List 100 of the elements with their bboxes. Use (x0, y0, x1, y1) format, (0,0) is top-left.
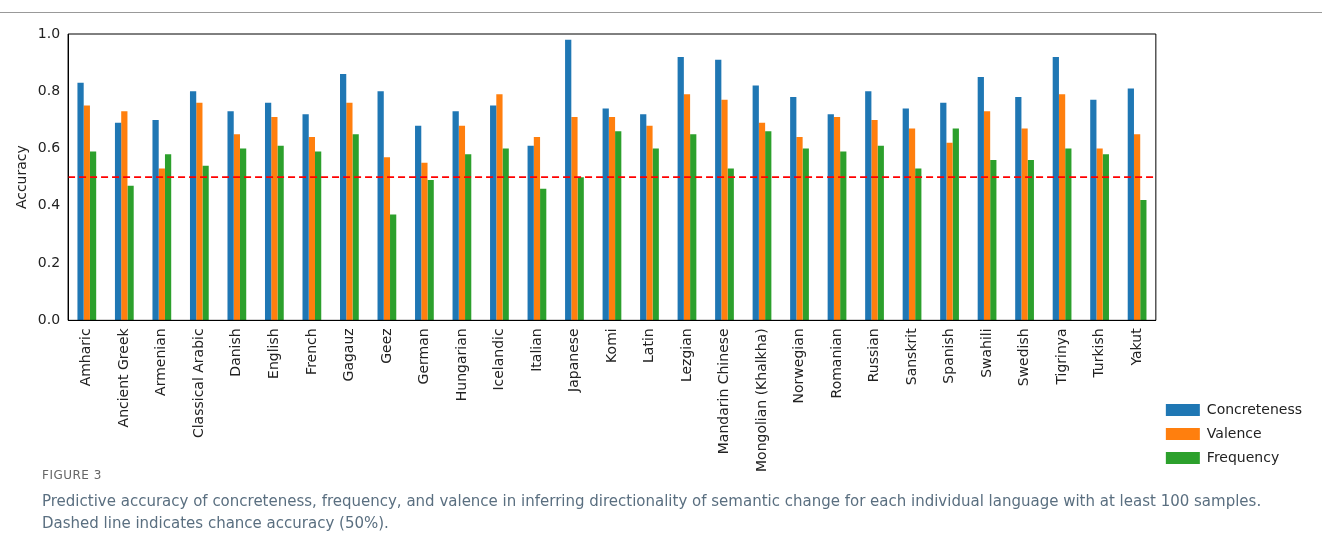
bar (83, 105, 90, 321)
x-tick-label: Amharic (77, 328, 94, 387)
bar (340, 74, 347, 321)
bar (902, 108, 909, 321)
bar (827, 114, 834, 321)
bar (121, 111, 128, 321)
bar (152, 119, 159, 321)
bar (127, 185, 134, 321)
bar (565, 39, 572, 321)
bar (983, 111, 991, 321)
bar (908, 128, 916, 321)
bar (202, 165, 209, 321)
bar (683, 94, 691, 321)
x-tick-label: Turkish (1090, 328, 1107, 379)
x-tick-label: Tigrinya (1052, 328, 1069, 386)
x-tick-label: German (415, 328, 432, 385)
bar (1015, 97, 1022, 321)
bar (796, 137, 803, 321)
bar (646, 125, 653, 321)
x-tick-label: Danish (227, 328, 244, 377)
bar (721, 99, 728, 321)
bar (940, 102, 947, 321)
bar (977, 76, 984, 321)
bar (421, 162, 428, 321)
y-axis-title: Accuracy (13, 145, 30, 210)
x-tick-label: Geez (377, 328, 394, 364)
bar (527, 145, 534, 321)
x-tick-label: Komi (602, 328, 619, 363)
bar (164, 154, 172, 321)
bar (377, 91, 384, 321)
bar (277, 145, 284, 321)
x-tick-label: Mongolian (Khalkha) (752, 328, 769, 473)
bar (427, 180, 434, 321)
bar (239, 148, 247, 321)
bar (352, 134, 359, 321)
x-tick-label: Spanish (940, 328, 957, 384)
bar (271, 117, 278, 321)
text: Predictive accuracy of concreteness, frequency, and valence in inferring directionality of semantic change for each individual language with at least 100 samples. Dashed line indicates chance accuracy (50%). (42, 491, 1263, 534)
bar (1058, 94, 1066, 321)
bar (227, 111, 234, 321)
bar (1021, 128, 1028, 321)
bar (77, 82, 84, 321)
x-tick-label: Mandarin Chinese (715, 328, 732, 455)
bar (990, 159, 997, 321)
x-tick-label: Ancient Greek (114, 327, 131, 428)
bar (264, 102, 272, 321)
bar (496, 94, 503, 321)
x-tick-label: Sanskrit (902, 327, 919, 386)
bar (790, 97, 797, 321)
y-tick-label: 0.6 (37, 139, 61, 156)
bar (315, 151, 322, 321)
bar (502, 148, 509, 321)
x-tick-label: Japanese (565, 328, 582, 393)
bar (465, 154, 472, 321)
bar (1027, 159, 1034, 321)
x-tick-label: Swedish (1015, 328, 1032, 387)
x-tick-label: Swahili (977, 328, 994, 378)
x-tick-label: Latin (640, 328, 657, 363)
bar (1133, 134, 1141, 321)
x-tick-label: Romanian (827, 328, 844, 399)
bar (577, 177, 584, 321)
bar (89, 151, 97, 321)
bar (727, 168, 734, 321)
x-tick-label: Norwegian (790, 328, 807, 404)
bar (1102, 154, 1109, 321)
legend-label: Frequency (1206, 448, 1280, 465)
caption: FIGURE 3 (42, 468, 102, 482)
bar (158, 168, 165, 321)
bar (765, 131, 772, 321)
bar (490, 105, 497, 321)
y-tick-label: 0.2 (37, 253, 61, 270)
bar (608, 117, 616, 321)
bar (458, 125, 466, 321)
bar (1052, 56, 1059, 321)
bar (865, 91, 872, 321)
bar (302, 114, 309, 321)
x-tick-label: Russian (865, 328, 882, 383)
bar (189, 91, 197, 321)
bar (946, 142, 953, 321)
bar (1096, 148, 1103, 321)
bar (308, 137, 316, 321)
x-tick-label: Icelandic (490, 328, 507, 391)
bar (615, 131, 622, 321)
x-tick-label: Lezgian (677, 328, 694, 383)
bar (915, 168, 922, 321)
bar (758, 122, 766, 321)
bar (715, 59, 722, 321)
bar (390, 214, 397, 321)
bar (602, 108, 609, 321)
bar (652, 148, 659, 321)
bar (840, 151, 847, 321)
bar (533, 137, 541, 321)
bar (196, 102, 203, 321)
y-tick-label: 0.4 (37, 196, 61, 213)
x-tick-label: French (302, 328, 319, 375)
y-tick-label: 1.0 (37, 24, 61, 41)
bar (952, 128, 959, 321)
bar (233, 134, 240, 321)
bar (415, 125, 422, 321)
bar (452, 111, 459, 321)
